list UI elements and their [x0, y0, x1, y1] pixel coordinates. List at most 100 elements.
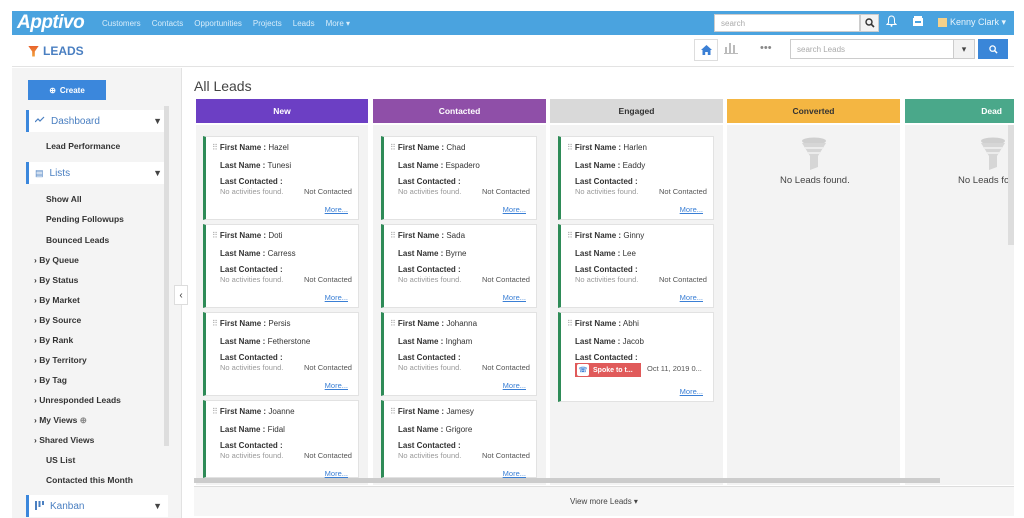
lead-card[interactable]: ⠿ First Name : Joanne Last Name : Fidal L…: [203, 400, 359, 478]
more-link[interactable]: More...: [679, 293, 703, 302]
store-icon[interactable]: [912, 15, 924, 30]
drag-handle-icon[interactable]: ⠿: [390, 407, 396, 416]
nav-leads[interactable]: Leads: [292, 18, 315, 28]
sidebar-section-lists[interactable]: ▤ Lists ▼: [26, 162, 168, 184]
view-more-leads-button[interactable]: View more Leads ▾: [194, 486, 1014, 516]
lead-card[interactable]: ⠿ First Name : Sada Last Name : Byrne Las…: [381, 224, 537, 308]
sidebar-group-shared-views[interactable]: › Shared Views: [34, 435, 94, 445]
horizontal-scrollbar[interactable]: [194, 478, 940, 483]
not-contacted-text: Not Contacted: [304, 451, 352, 460]
lead-card[interactable]: ⠿ First Name : Abhi Last Name : Jacob Las…: [558, 312, 714, 402]
chevron-down-icon[interactable]: ▼: [153, 501, 162, 511]
lead-search-button[interactable]: [978, 39, 1008, 59]
sidebar-group-by-queue[interactable]: › By Queue: [34, 255, 79, 265]
nav-projects[interactable]: Projects: [252, 18, 282, 28]
global-search-input[interactable]: search: [714, 14, 860, 32]
app-logo[interactable]: Apptivo: [17, 12, 85, 33]
last-name-label: Last Name :: [220, 161, 266, 170]
sidebar-item-pending-followups[interactable]: Pending Followups: [46, 214, 124, 224]
last-name-value: Grigore: [445, 425, 473, 434]
more-link[interactable]: More...: [324, 381, 348, 390]
drag-handle-icon[interactable]: ⠿: [390, 143, 396, 152]
sidebar-group-by-source[interactable]: › By Source: [34, 315, 81, 325]
collapse-sidebar-icon[interactable]: ‹: [174, 285, 188, 305]
more-link[interactable]: More...: [679, 205, 703, 214]
drag-handle-icon[interactable]: ⠿: [567, 231, 573, 240]
more-link[interactable]: More...: [502, 381, 526, 390]
chevron-down-icon[interactable]: ▼: [153, 168, 162, 178]
last-name-value: Carress: [267, 249, 296, 258]
sidebar-item-contacted-this-month[interactable]: Contacted this Month: [46, 475, 133, 485]
vertical-scrollbar[interactable]: [1008, 125, 1014, 245]
sidebar-group-by-rank[interactable]: › By Rank: [34, 335, 73, 345]
sidebar-item-lead-performance[interactable]: Lead Performance: [46, 141, 121, 151]
lead-card[interactable]: ⠿ First Name : Chad Last Name : Espadero …: [381, 136, 537, 220]
sidebar-group-by-territory[interactable]: › By Territory: [34, 355, 87, 365]
sidebar-section-dashboard[interactable]: Dashboard ▼: [26, 110, 168, 132]
last-name-row: Last Name : Eaddy: [575, 161, 645, 170]
activity-badge-text: Spoke to t...: [593, 366, 633, 374]
search-icon[interactable]: [860, 14, 879, 32]
drag-handle-icon[interactable]: ⠿: [390, 319, 396, 328]
sidebar-group-unresponded[interactable]: › Unresponded Leads: [34, 395, 121, 405]
bell-icon[interactable]: [885, 15, 898, 30]
lead-card[interactable]: ⠿ First Name : Jamesy Last Name : Grigore…: [381, 400, 537, 478]
drag-handle-icon[interactable]: ⠿: [567, 319, 573, 328]
more-link[interactable]: More...: [324, 293, 348, 302]
sidebar-section-kanban[interactable]: Kanban ▼: [26, 495, 168, 517]
lead-card[interactable]: ⠿ First Name : Johanna Last Name : Ingham…: [381, 312, 537, 396]
sidebar-scrollbar[interactable]: [164, 106, 169, 446]
lead-search-input[interactable]: search Leads: [790, 39, 963, 59]
more-link[interactable]: More...: [679, 387, 703, 396]
lead-card[interactable]: ⠿ First Name : Harlen Last Name : Eaddy L…: [558, 136, 714, 220]
drag-handle-icon[interactable]: ⠿: [212, 319, 218, 328]
home-icon[interactable]: [694, 39, 718, 61]
more-options-icon[interactable]: •••: [760, 42, 772, 54]
bar-chart-icon[interactable]: [724, 41, 738, 57]
column-header-new[interactable]: New: [196, 99, 368, 123]
nav-more[interactable]: More ▾: [325, 18, 351, 28]
sidebar-group-by-tag[interactable]: › By Tag: [34, 375, 67, 385]
column-header-converted[interactable]: Converted: [727, 99, 900, 123]
nav-contacts[interactable]: Contacts: [151, 18, 184, 28]
more-link[interactable]: More...: [324, 469, 348, 478]
more-link[interactable]: More...: [324, 205, 348, 214]
nav-opportunities[interactable]: Opportunities: [194, 18, 242, 28]
sidebar-item-show-all[interactable]: Show All: [46, 194, 82, 204]
column-header-dead[interactable]: Dead: [905, 99, 1014, 123]
activity-badge[interactable]: ☏ Spoke to t...: [575, 363, 641, 377]
create-button[interactable]: ⊕ Create: [28, 80, 106, 100]
more-link[interactable]: More...: [502, 469, 526, 478]
sidebar-group-by-market[interactable]: › By Market: [34, 295, 80, 305]
no-leads-text-dead: No Leads fo: [958, 175, 1010, 186]
sidebar-group-my-views[interactable]: › My Views ⊕: [34, 415, 87, 426]
lead-card[interactable]: ⠿ First Name : Doti Last Name : Carress L…: [203, 224, 359, 308]
list-icon: ▤: [35, 167, 44, 178]
column-converted: [727, 125, 900, 485]
chevron-down-icon[interactable]: ▼: [153, 116, 162, 126]
lead-card[interactable]: ⠿ First Name : Hazel Last Name : Tunesi L…: [203, 136, 359, 220]
drag-handle-icon[interactable]: ⠿: [390, 231, 396, 240]
first-name-row: ⠿ First Name : Hazel: [212, 143, 289, 152]
column-header-engaged[interactable]: Engaged: [550, 99, 723, 123]
user-menu[interactable]: Kenny Clark ▾: [938, 17, 1006, 28]
add-view-icon[interactable]: ⊕: [79, 415, 87, 425]
sidebar-item-bounced-leads[interactable]: Bounced Leads: [46, 235, 110, 245]
drag-handle-icon[interactable]: ⠿: [212, 143, 218, 152]
column-header-contacted[interactable]: Contacted: [373, 99, 546, 123]
sidebar-group-by-status[interactable]: › By Status: [34, 275, 78, 285]
lead-card[interactable]: ⠿ First Name : Ginny Last Name : Lee Last…: [558, 224, 714, 308]
no-activities-text: No activities found.: [575, 187, 639, 196]
lead-card[interactable]: ⠿ First Name : Persis Last Name : Fethers…: [203, 312, 359, 396]
more-link[interactable]: More...: [502, 205, 526, 214]
activity-date: Oct 11, 2019 0...: [647, 364, 702, 373]
drag-handle-icon[interactable]: ⠿: [567, 143, 573, 152]
drag-handle-icon[interactable]: ⠿: [212, 407, 218, 416]
nav-customers[interactable]: Customers: [102, 18, 141, 28]
chevron-down-icon[interactable]: ▾: [953, 39, 975, 59]
drag-handle-icon[interactable]: ⠿: [212, 231, 218, 240]
sidebar-item-us-list[interactable]: US List: [46, 455, 76, 465]
more-link[interactable]: More...: [502, 293, 526, 302]
no-activities-text: No activities found.: [398, 451, 462, 460]
funnel-empty-icon: [980, 137, 1006, 171]
